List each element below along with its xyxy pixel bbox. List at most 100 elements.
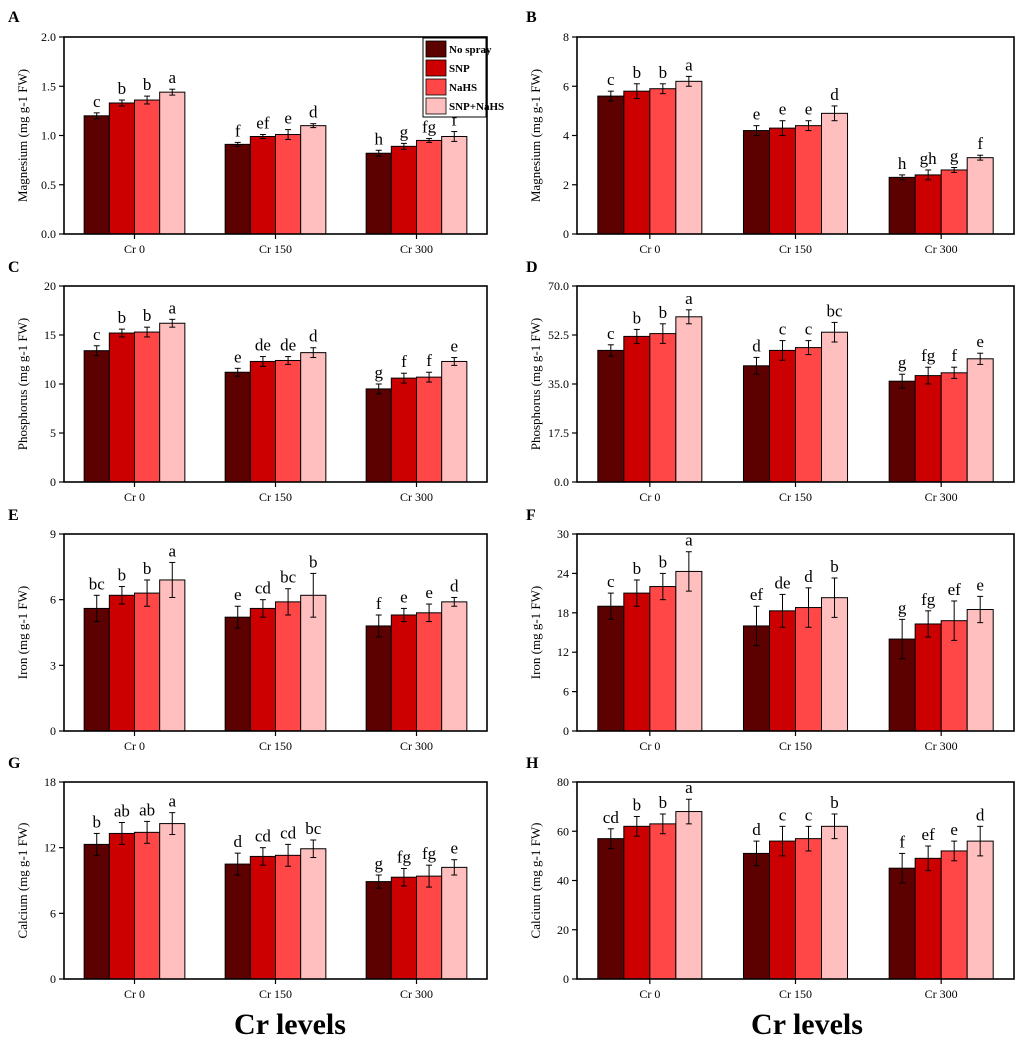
y-tick-label: 6 (563, 685, 569, 699)
significance-letter: b (659, 793, 668, 812)
x-tick-label: Cr 150 (779, 490, 812, 504)
panel-B: B02468Magnesium (mg g-1 FW) c b b aCr 0e e edC… (526, 9, 1014, 256)
significance-letter: b (143, 559, 152, 578)
bar-A-1-1 (84, 116, 109, 234)
panel-letter: H (526, 755, 539, 772)
significance-letter: bc (826, 301, 843, 320)
significance-letter: ab (139, 800, 155, 819)
bar-C-2-2 (250, 361, 275, 482)
x-tick-label: Cr 0 (639, 490, 660, 504)
panels-group: A0.00.51.01.52.0Magnesium (mg g-1 FW) cb b… (8, 9, 1014, 1001)
significance-letter: ef (922, 825, 936, 844)
legend-label: NaHS (449, 82, 477, 94)
significance-letter: h (898, 154, 907, 173)
significance-letter: c (805, 805, 813, 824)
bar-C-1-1 (84, 351, 109, 482)
y-tick-label: 20 (557, 923, 569, 937)
significance-letter: d (976, 805, 985, 824)
bar-A-3-4 (442, 136, 467, 234)
bar-B-1-3 (650, 89, 676, 234)
bar-B-3-1 (889, 177, 915, 234)
significance-letter: g (898, 353, 907, 372)
bar-G-2-2 (250, 856, 275, 979)
bar-G-2-4 (301, 849, 326, 979)
x-tick-label: Cr 150 (259, 242, 292, 256)
panel-letter: G (8, 755, 21, 772)
bar-H-2-1 (743, 853, 769, 979)
x-tick-label: Cr 0 (124, 490, 145, 504)
significance-letter: e (450, 839, 458, 858)
bar-E-3-1 (366, 626, 391, 731)
significance-letter: f (951, 346, 957, 365)
bar-F-3-2 (915, 624, 941, 731)
panel-letter: C (8, 259, 20, 276)
significance-letter: c (607, 572, 615, 591)
significance-letter: e (950, 820, 958, 839)
y-axis-label: Iron (mg g-1 FW) (528, 586, 543, 680)
significance-letter: e (234, 347, 242, 366)
bar-E-2-2 (250, 608, 275, 731)
y-tick-label: 24 (557, 566, 569, 580)
bar-C-2-4 (301, 353, 326, 482)
y-tick-label: 52.5 (548, 328, 569, 342)
bar-F-3-4 (967, 610, 993, 731)
y-tick-label: 80 (557, 775, 569, 789)
y-tick-label: 3 (50, 658, 56, 672)
bar-C-3-2 (391, 378, 416, 482)
y-axis-label: Phosphorus (mg g-1 FW) (528, 318, 543, 451)
significance-letter: ef (256, 114, 270, 133)
x-tick-label: Cr 300 (925, 490, 958, 504)
y-tick-label: 6 (50, 593, 56, 607)
x-tick-label: Cr 0 (639, 987, 660, 1001)
significance-letter: d (309, 327, 318, 346)
significance-letter: d (752, 820, 761, 839)
y-tick-label: 17.5 (548, 426, 569, 440)
y-tick-label: 30 (557, 527, 569, 541)
x-tick-label: Cr 300 (400, 242, 433, 256)
bar-B-1-4 (676, 81, 702, 234)
significance-letter: c (93, 325, 101, 344)
significance-letter: f (977, 134, 983, 153)
significance-letter: b (659, 63, 668, 82)
y-tick-label: 10 (44, 377, 56, 391)
bar-D-3-1 (889, 381, 915, 482)
significance-letter: b (633, 308, 642, 327)
panel-letter: D (526, 259, 538, 276)
legend-label: SNP+NaHS (449, 101, 504, 113)
significance-letter: g (374, 854, 383, 873)
x-tick-label: Cr 300 (925, 242, 958, 256)
y-tick-label: 5 (50, 426, 56, 440)
panel-letter: A (8, 9, 20, 26)
significance-letter: b (92, 812, 101, 831)
panel-G: G061218Calcium (mg g-1 FW)bab ab aCr 0d cd c… (8, 755, 487, 1001)
bar-G-3-2 (391, 877, 416, 979)
bar-H-1-2 (624, 826, 650, 979)
significance-letter: f (235, 121, 241, 140)
y-axis-label: Phosphorus (mg g-1 FW) (15, 318, 30, 451)
significance-letter: a (168, 68, 176, 87)
bar-E-1-3 (135, 593, 160, 731)
bar-F-1-3 (650, 587, 676, 731)
bar-B-2-4 (822, 113, 848, 234)
bar-H-2-4 (822, 826, 848, 979)
y-tick-label: 8 (563, 30, 569, 44)
x-tick-label: Cr 150 (779, 987, 812, 1001)
x-tick-label: Cr 150 (779, 739, 812, 753)
bar-E-1-4 (160, 580, 185, 731)
bar-C-3-1 (366, 389, 391, 482)
y-tick-label: 6 (563, 79, 569, 93)
y-axis-label: Calcium (mg g-1 FW) (528, 823, 543, 939)
significance-letter: b (143, 75, 152, 94)
significance-letter: e (976, 575, 984, 594)
significance-letter: b (143, 306, 152, 325)
significance-letter: cd (280, 823, 297, 842)
y-tick-label: 4 (563, 129, 569, 143)
significance-letter: c (607, 324, 615, 343)
bar-A-2-2 (250, 136, 275, 234)
significance-letter: fg (422, 117, 437, 136)
bar-C-1-4 (160, 323, 185, 482)
bar-G-1-2 (109, 833, 134, 979)
y-tick-label: 0 (563, 724, 569, 738)
y-tick-label: 18 (557, 606, 569, 620)
significance-letter: b (830, 557, 839, 576)
